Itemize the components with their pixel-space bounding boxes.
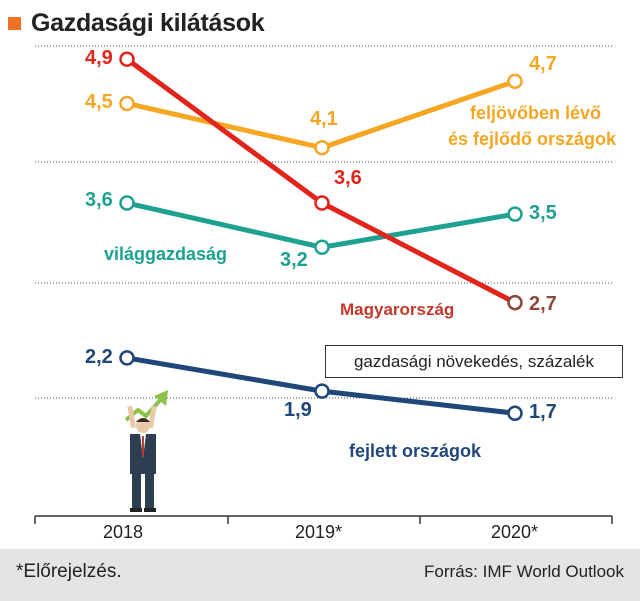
value-label-advanced-2020: 1,7 xyxy=(529,401,557,424)
series-point-3-0 xyxy=(119,350,135,366)
value-label-world-2019: 3,2 xyxy=(280,249,308,272)
value-label-advanced-2018: 2,2 xyxy=(85,345,113,368)
series-point-0-2 xyxy=(507,294,523,311)
forecast-footnote: *Előrejelzés. xyxy=(16,561,122,582)
source-note: Forrás: IMF World Outlook xyxy=(424,562,624,581)
series-point-3-1 xyxy=(314,383,330,399)
series-point-0-0 xyxy=(119,51,135,67)
series-point-2-0 xyxy=(119,195,135,211)
series-label-advanced: fejlett országok xyxy=(349,441,482,461)
value-label-hu-2018: 4,9 xyxy=(85,47,113,70)
chart-header: Gazdasági kilátások xyxy=(8,6,265,40)
title-marker-icon xyxy=(8,16,21,30)
series-label-world: világgazdaság xyxy=(104,244,228,264)
value-label-world-2020: 3,5 xyxy=(529,202,557,225)
series-label-hungary: Magyarország xyxy=(340,300,455,319)
series-point-1-1 xyxy=(314,139,330,156)
value-label-emerging-2020: 4,7 xyxy=(529,53,557,76)
series-point-0-1 xyxy=(314,195,330,211)
value-label-emerging-2019: 4,1 xyxy=(310,107,338,130)
series-point-2-1 xyxy=(314,239,330,256)
series-point-3-2 xyxy=(507,405,523,421)
series-point-1-2 xyxy=(507,73,523,90)
series-point-1-0 xyxy=(119,95,135,112)
chart-title: Gazdasági kilátások xyxy=(31,8,265,37)
x-tick-label-2020: 2020* xyxy=(491,522,539,542)
series-point-2-2 xyxy=(507,206,523,222)
x-tick-label-2018: 2018 xyxy=(103,522,144,542)
value-label-hu-2020: 2,7 xyxy=(529,292,557,315)
value-label-emerging-2018: 4,5 xyxy=(85,91,113,114)
series-points xyxy=(119,51,523,421)
series-line-0 xyxy=(125,57,517,305)
footer-bar: *Előrejelzés. Forrás: IMF World Outlook xyxy=(0,549,640,601)
x-tick-label-2019: 2019* xyxy=(295,522,343,542)
series-label-emerging-line1: feljövőben lévő xyxy=(470,103,602,123)
line-chart xyxy=(34,45,613,524)
series-label-emerging-line2: és fejlődő országok xyxy=(448,129,617,149)
x-axis xyxy=(34,515,613,524)
value-label-hu-2019: 3,6 xyxy=(334,167,362,190)
businessman-with-rising-arrow-icon xyxy=(124,390,168,512)
unit-label-box: gazdasági növekedés, százalék xyxy=(325,345,623,378)
value-label-world-2018: 3,6 xyxy=(85,189,113,212)
value-label-advanced-2019: 1,9 xyxy=(284,399,312,422)
